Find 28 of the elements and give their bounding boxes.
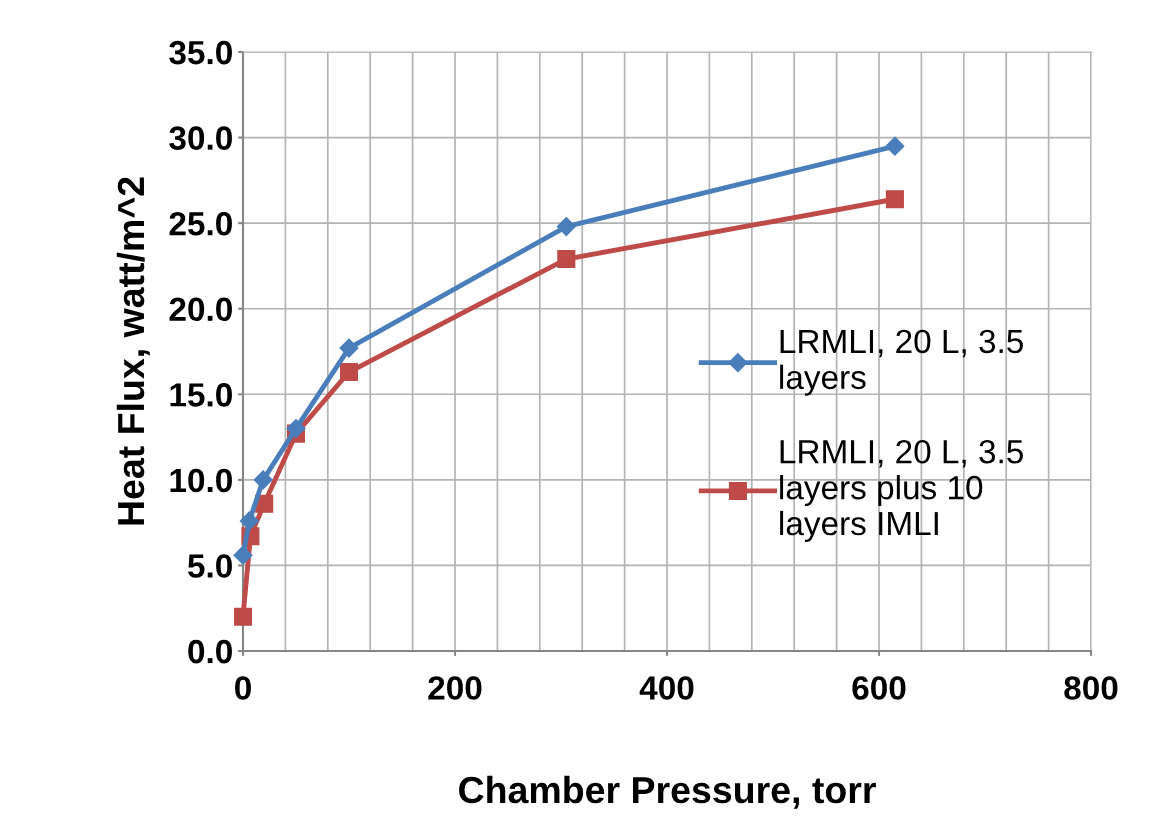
y-tick-label: 15.0 — [170, 383, 232, 407]
point — [885, 190, 904, 209]
legend-label: LRMLI, 20 L, 3.5 layers — [780, 329, 1023, 396]
point — [286, 418, 306, 439]
x-tick-label: 400 — [639, 676, 694, 700]
y-tick-label: 0.0 — [188, 639, 232, 664]
x-tick-label: 0 — [235, 676, 251, 700]
point — [339, 363, 359, 382]
point — [233, 607, 253, 626]
x-axis-title: Chamber Pressure, torr — [459, 775, 876, 809]
x-tick-label: 200 — [428, 676, 482, 700]
y-tick-label: 30.0 — [169, 126, 232, 151]
point — [233, 545, 253, 565]
point — [557, 250, 576, 269]
point — [339, 338, 359, 358]
y-tick-label: 5.0 — [187, 554, 232, 578]
y-tick-label: 10.0 — [170, 468, 232, 493]
y-tick-label: 20.0 — [169, 297, 232, 322]
point — [253, 470, 273, 490]
x-tick-label: 800 — [1064, 676, 1118, 700]
y-tick-label: 35.0 — [169, 40, 232, 65]
y-axis-title: Heat Flux, watt/m^2 — [116, 177, 150, 525]
x-tick-label: 600 — [852, 676, 906, 700]
legend-label: LRMLI, 20 L, 3.5 layers plus 10 layers IMLI — [780, 439, 1023, 542]
point — [885, 136, 905, 156]
point — [239, 511, 259, 531]
point — [556, 217, 576, 237]
y-tick-label: 25.0 — [169, 211, 232, 236]
